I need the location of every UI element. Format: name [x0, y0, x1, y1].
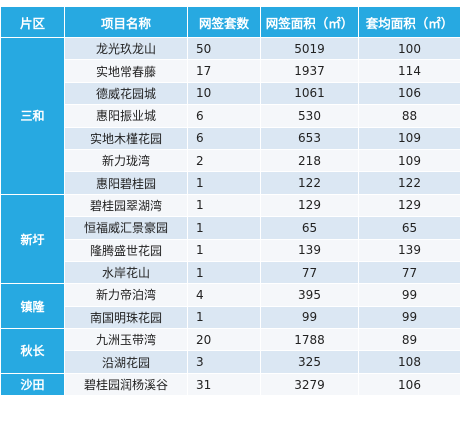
table-row: 镇隆 新力帝泊湾 4 395 99: [0, 283, 461, 330]
contract-area-cell: 139: [260, 238, 359, 262]
sales-table: 片区 项目名称 网签套数 网签面积（㎡） 套均面积（㎡） 三和 龙光玖龙山 50 50…: [0, 6, 461, 397]
avg-area-cell: 100: [358, 36, 461, 61]
header-avg-area: 套均面积（㎡）: [358, 6, 461, 38]
table-row: 新圩 碧桂园翠湖湾 1 129 129: [0, 193, 461, 285]
contract-units-cell: 31: [187, 372, 261, 397]
project-name-cell: 碧桂园润杨溪谷: [64, 372, 188, 397]
avg-area-cell: 109: [358, 148, 461, 173]
project-name-cell: 南国明珠花园: [64, 305, 188, 330]
contract-units-cell: 6: [187, 126, 261, 150]
contract-units-cell: 1: [187, 260, 261, 285]
project-name-cell: 实地木槿花园: [64, 126, 188, 150]
table-header-row: 片区 项目名称 网签套数 网签面积（㎡） 套均面积（㎡）: [0, 6, 461, 38]
contract-units-cell: 2: [187, 148, 261, 173]
region-cell: 镇隆: [0, 283, 65, 330]
project-name-cell: 新力帝泊湾: [64, 283, 188, 307]
contract-units-cell: 1: [187, 305, 261, 330]
header-contract-units: 网签套数: [187, 6, 261, 38]
contract-units-cell: 17: [187, 59, 261, 83]
region-cell: 秋长: [0, 328, 65, 374]
contract-area-cell: 395: [260, 283, 359, 307]
contract-units-cell: 1: [187, 238, 261, 262]
project-name-cell: 惠阳碧桂园: [64, 171, 188, 195]
table-row: 惠阳振业城 6 530 88: [1, 104, 461, 128]
sales-table-container: 片区 项目名称 网签套数 网签面积（㎡） 套均面积（㎡） 三和 龙光玖龙山 50 50…: [0, 6, 461, 397]
table-row: 实地木槿花园 6 653 109: [1, 126, 461, 150]
contract-area-cell: 653: [260, 126, 359, 150]
table-row: 惠阳碧桂园 1 122 122: [1, 171, 461, 195]
avg-area-cell: 106: [358, 81, 461, 106]
project-name-cell: 新力珑湾: [64, 148, 188, 173]
table-row: 新力珑湾 2 218 109: [1, 148, 461, 173]
contract-area-cell: 5019: [260, 36, 359, 61]
avg-area-cell: 88: [358, 104, 461, 128]
contract-units-cell: 10: [187, 81, 261, 106]
contract-units-cell: 20: [187, 328, 261, 352]
table-row: 南国明珠花园 1 99 99: [1, 305, 461, 330]
avg-area-cell: 114: [358, 59, 461, 83]
header-contract-area: 网签面积（㎡）: [260, 6, 359, 38]
region-cell: 沙田: [0, 372, 65, 397]
table-row: 德威花园城 10 1061 106: [1, 81, 461, 106]
table-body: 三和 龙光玖龙山 50 5019 100 实地常春藤 17 1937 114 德威花园城 10 106…: [0, 36, 461, 397]
table-row: 水岸花山 1 77 77: [1, 260, 461, 285]
project-name-cell: 水岸花山: [64, 260, 188, 285]
avg-area-cell: 99: [358, 305, 461, 330]
header-region: 片区: [0, 6, 65, 38]
contract-area-cell: 65: [260, 216, 359, 240]
region-cell: 三和: [0, 37, 65, 195]
avg-area-cell: 108: [358, 350, 461, 374]
avg-area-cell: 65: [358, 216, 461, 240]
project-name-cell: 德威花园城: [64, 81, 188, 106]
table-row: 实地常春藤 17 1937 114: [1, 59, 461, 83]
contract-area-cell: 218: [260, 148, 359, 173]
table-row: 隆腾盛世花园 1 139 139: [1, 238, 461, 262]
table-row: 恒福威汇景豪园 1 65 65: [1, 216, 461, 240]
contract-area-cell: 325: [260, 350, 359, 374]
contract-units-cell: 1: [187, 171, 261, 195]
contract-area-cell: 122: [260, 171, 359, 195]
contract-area-cell: 1937: [260, 59, 359, 83]
avg-area-cell: 122: [358, 171, 461, 195]
contract-units-cell: 1: [187, 216, 261, 240]
avg-area-cell: 129: [358, 193, 461, 218]
contract-units-cell: 50: [187, 36, 261, 61]
project-name-cell: 惠阳振业城: [64, 104, 188, 128]
contract-area-cell: 3279: [260, 372, 359, 397]
header-project-name: 项目名称: [64, 6, 188, 38]
avg-area-cell: 77: [358, 260, 461, 285]
table-row: 秋长 九洲玉带湾 20 1788 89: [0, 328, 461, 374]
contract-area-cell: 1061: [260, 81, 359, 106]
project-name-cell: 实地常春藤: [64, 59, 188, 83]
table-row: 沿湖花园 3 325 108: [1, 350, 461, 374]
avg-area-cell: 109: [358, 126, 461, 150]
contract-area-cell: 99: [260, 305, 359, 330]
avg-area-cell: 89: [358, 328, 461, 352]
contract-units-cell: 6: [187, 104, 261, 128]
project-name-cell: 沿湖花园: [64, 350, 188, 374]
contract-area-cell: 1788: [260, 328, 359, 352]
table-row: 三和 龙光玖龙山 50 5019 100: [0, 36, 461, 195]
project-name-cell: 九洲玉带湾: [64, 328, 188, 352]
project-name-cell: 恒福威汇景豪园: [64, 216, 188, 240]
contract-area-cell: 530: [260, 104, 359, 128]
contract-area-cell: 129: [260, 193, 359, 218]
contract-units-cell: 4: [187, 283, 261, 307]
avg-area-cell: 99: [358, 283, 461, 307]
contract-area-cell: 77: [260, 260, 359, 285]
project-name-cell: 龙光玖龙山: [64, 36, 188, 61]
project-name-cell: 碧桂园翠湖湾: [64, 193, 188, 218]
contract-units-cell: 1: [187, 193, 261, 218]
contract-units-cell: 3: [187, 350, 261, 374]
avg-area-cell: 139: [358, 238, 461, 262]
region-cell: 新圩: [0, 193, 65, 285]
avg-area-cell: 106: [358, 372, 461, 397]
table-row: 沙田 碧桂园润杨溪谷 31 3279 106: [0, 372, 461, 397]
project-name-cell: 隆腾盛世花园: [64, 238, 188, 262]
